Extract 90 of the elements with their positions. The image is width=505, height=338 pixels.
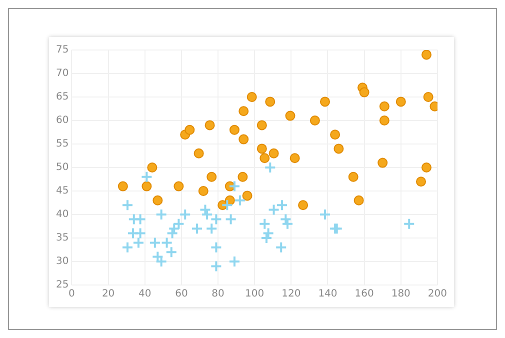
point (206, 222, 218, 235)
point (256, 144, 267, 154)
point (268, 148, 279, 158)
x-tick-label: 120 (282, 288, 301, 300)
point (396, 96, 406, 107)
x-tick-label: 0 (68, 288, 75, 300)
point (228, 180, 240, 192)
point (198, 186, 208, 196)
x-tick-label: 200 (428, 288, 448, 300)
point (179, 208, 192, 220)
point (118, 181, 128, 192)
point (320, 96, 330, 107)
y-tick-label: 65 (56, 92, 69, 103)
point (221, 199, 234, 212)
point (268, 204, 280, 216)
point (298, 200, 308, 210)
point (229, 124, 240, 135)
x-tick-label: 20 (102, 288, 115, 300)
point (379, 116, 390, 126)
point (359, 87, 370, 98)
point (204, 120, 215, 130)
point (423, 92, 434, 102)
point (234, 194, 246, 206)
x-tick-label: 100 (245, 288, 264, 300)
x-tick-label: 40 (138, 288, 152, 300)
y-tick-label: 55 (56, 138, 69, 150)
y-tick-label: 50 (56, 162, 69, 174)
point (246, 92, 257, 102)
point (285, 110, 296, 121)
point (421, 162, 432, 172)
point (165, 246, 178, 258)
y-tick-label: 30 (56, 256, 69, 268)
point (348, 172, 358, 182)
point (194, 148, 204, 158)
point (210, 213, 222, 226)
point (184, 124, 195, 135)
point (310, 116, 320, 126)
point (174, 181, 184, 192)
x-tick-label: 160 (354, 288, 374, 300)
point (228, 256, 240, 268)
point (132, 236, 144, 249)
point (142, 181, 152, 192)
point (160, 236, 173, 249)
point (403, 218, 416, 230)
point (134, 213, 146, 226)
point (224, 213, 237, 226)
point (256, 120, 267, 130)
point (122, 241, 134, 254)
point (190, 222, 203, 235)
point (318, 208, 331, 220)
y-tick-label: 35 (56, 232, 69, 244)
y-tick-label: 25 (56, 280, 69, 291)
point (238, 106, 249, 116)
point (379, 101, 390, 112)
y-tick-label: 45 (56, 186, 69, 197)
point (155, 208, 168, 220)
point (276, 199, 288, 212)
point (210, 241, 222, 254)
point (258, 218, 271, 230)
x-tick-label: 80 (212, 288, 224, 300)
x-tick-label: 180 (391, 288, 410, 300)
y-tick-label: 70 (56, 68, 69, 80)
point (134, 227, 146, 240)
point (206, 172, 217, 182)
y-tick-label: 40 (56, 209, 69, 220)
point (172, 218, 185, 230)
point (354, 195, 364, 206)
point (152, 195, 163, 206)
x-tick-label: 60 (175, 288, 188, 300)
point (275, 241, 288, 254)
point (122, 199, 134, 212)
point (330, 130, 340, 140)
point (264, 162, 276, 174)
point (421, 50, 432, 60)
point (140, 170, 153, 183)
x-tick-label: 140 (318, 288, 338, 300)
point (238, 172, 248, 182)
y-tick-label: 75 (56, 44, 69, 56)
point (416, 176, 426, 187)
point (260, 153, 270, 164)
point (148, 236, 161, 249)
point (265, 96, 276, 107)
point (238, 134, 249, 144)
point (242, 190, 252, 201)
point (210, 260, 222, 272)
point (334, 144, 344, 154)
point (378, 158, 388, 168)
point (147, 162, 158, 172)
y-tick-label: 60 (56, 115, 69, 126)
point (290, 153, 300, 164)
